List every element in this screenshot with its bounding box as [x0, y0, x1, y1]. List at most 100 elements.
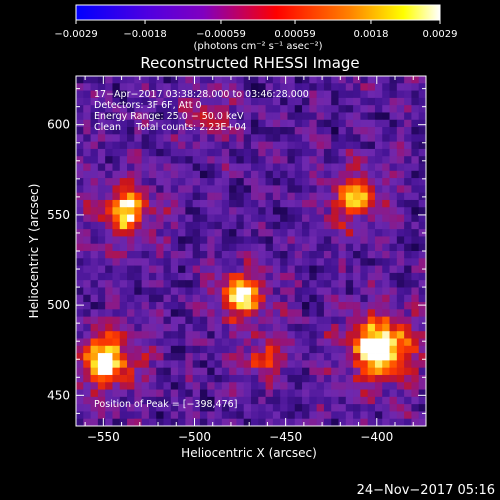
heatmap-cell — [251, 331, 259, 339]
heatmap-cell — [97, 199, 106, 208]
heatmap-cell — [309, 302, 318, 310]
heatmap-cell — [353, 207, 361, 215]
heatmap-cell — [302, 316, 310, 325]
heatmap-cell — [112, 382, 121, 390]
heatmap-cell — [418, 199, 427, 208]
heatmap-cell — [112, 404, 121, 412]
heatmap-cell — [112, 221, 121, 230]
heatmap-cell — [302, 127, 310, 135]
heatmap-cell — [345, 367, 354, 376]
heatmap-cell — [148, 236, 157, 245]
heatmap-cell — [353, 265, 361, 274]
heatmap-cell — [207, 411, 215, 420]
heatmap-cell — [265, 404, 274, 412]
heatmap-cell — [97, 280, 106, 288]
heatmap-cell — [287, 389, 296, 398]
heatmap-cell — [170, 236, 179, 245]
heatmap-cell — [199, 148, 208, 157]
heatmap-cell — [83, 119, 91, 128]
heatmap-cell — [265, 382, 274, 390]
heatmap-cell — [258, 302, 266, 310]
heatmap-cell — [302, 141, 310, 150]
heatmap-cell — [411, 134, 420, 143]
heatmap-cell — [345, 294, 354, 303]
heatmap-cell — [338, 185, 347, 194]
heatmap-cell — [207, 382, 215, 390]
heatmap-cell — [251, 214, 259, 223]
heatmap-cell — [221, 389, 230, 398]
heatmap-cell — [345, 353, 354, 361]
heatmap-cell — [294, 163, 303, 172]
heatmap-cell — [367, 411, 376, 420]
heatmap-cell — [345, 97, 354, 106]
heatmap-cell — [170, 389, 179, 398]
heatmap-cell — [323, 389, 332, 398]
heatmap-cell — [178, 221, 186, 230]
heatmap-cell — [418, 112, 427, 121]
heatmap-cell — [316, 404, 325, 412]
heatmap-cell — [265, 302, 274, 310]
x-tick-label: −450 — [269, 430, 302, 444]
heatmap-cell — [411, 374, 420, 383]
heatmap-cell — [338, 105, 347, 113]
heatmap-cell — [134, 90, 143, 99]
heatmap-cell — [199, 76, 208, 84]
heatmap-cell — [156, 134, 164, 143]
heatmap-cell — [404, 280, 412, 288]
heatmap-cell — [367, 185, 376, 194]
heatmap-cell — [345, 302, 354, 310]
heatmap-cell — [272, 83, 281, 91]
heatmap-cell — [134, 316, 143, 325]
heatmap-cell — [76, 411, 84, 420]
heatmap-cell — [236, 345, 245, 354]
heatmap-cell — [112, 148, 121, 157]
heatmap-cell — [331, 272, 339, 281]
heatmap-cell — [389, 112, 398, 121]
heatmap-cell — [396, 411, 405, 420]
heatmap-cell — [331, 207, 339, 215]
heatmap-cell — [243, 112, 252, 121]
heatmap-cell — [119, 382, 128, 390]
heatmap-cell — [236, 192, 245, 201]
heatmap-cell — [119, 119, 128, 128]
heatmap-cell — [331, 251, 339, 259]
heatmap-cell — [214, 309, 223, 318]
heatmap-cell — [287, 148, 296, 157]
heatmap-cell — [199, 272, 208, 281]
heatmap-cell — [331, 199, 339, 208]
heatmap-cell — [367, 374, 376, 383]
heatmap-cell — [374, 207, 383, 215]
heatmap-cell — [199, 418, 208, 427]
heatmap-cell — [353, 134, 361, 143]
heatmap-cell — [258, 323, 266, 332]
heatmap-cell — [404, 148, 412, 157]
heatmap-cell — [287, 280, 296, 288]
heatmap-cell — [258, 353, 266, 361]
heatmap-cell — [272, 229, 281, 237]
heatmap-cell — [404, 404, 412, 412]
heatmap-cell — [272, 105, 281, 113]
heatmap-cell — [316, 170, 325, 179]
heatmap-cell — [396, 331, 405, 339]
heatmap-cell — [243, 229, 252, 237]
heatmap-cell — [294, 90, 303, 99]
heatmap-cell — [207, 331, 215, 339]
heatmap-cell — [221, 76, 230, 84]
heatmap-cell — [134, 163, 143, 172]
heatmap-cell — [185, 192, 194, 201]
heatmap-cell — [323, 119, 332, 128]
heatmap-cell — [97, 97, 106, 106]
heatmap-cell — [411, 243, 420, 252]
heatmap-cell — [331, 76, 339, 84]
heatmap-cell — [163, 382, 172, 390]
heatmap-cell — [404, 97, 412, 106]
heatmap-cell — [294, 251, 303, 259]
heatmap-cell — [389, 163, 398, 172]
heatmap-cell — [229, 294, 237, 303]
heatmap-cell — [382, 353, 390, 361]
heatmap-cell — [243, 214, 252, 223]
heatmap-cell — [76, 221, 84, 230]
heatmap-cell — [367, 316, 376, 325]
heatmap-cell — [178, 345, 186, 354]
heatmap-cell — [389, 272, 398, 281]
